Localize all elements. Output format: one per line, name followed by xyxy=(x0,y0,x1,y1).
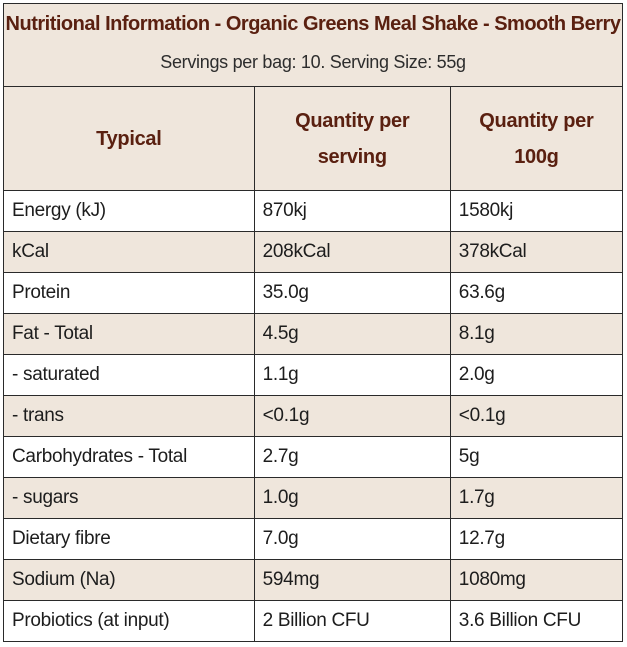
nutrient-name: Protein xyxy=(3,272,255,314)
per-serving-value: 7.0g xyxy=(253,518,451,560)
per-serving-value: 208kCal xyxy=(253,231,451,273)
header-per-serving: Quantity per serving xyxy=(253,86,451,191)
table-row: Fat - Total 4.5g 8.1g xyxy=(3,313,624,355)
nutrient-name: - sugars xyxy=(3,477,255,519)
table-row: Dietary fibre 7.0g 12.7g xyxy=(3,518,624,560)
nutrient-name: Sodium (Na) xyxy=(3,559,255,601)
table-row: - trans <0.1g <0.1g xyxy=(3,395,624,437)
table-title: Nutritional Information - Organic Greens… xyxy=(5,13,621,35)
nutrient-name: Probiotics (at input) xyxy=(3,600,255,642)
nutrient-name: - trans xyxy=(3,395,255,437)
nutrient-name: Dietary fibre xyxy=(3,518,255,560)
per-serving-value: 2.7g xyxy=(253,436,451,478)
nutrient-name: Fat - Total xyxy=(3,313,255,355)
nutrient-name: Carbohydrates - Total xyxy=(3,436,255,478)
per-serving-value: 4.5g xyxy=(253,313,451,355)
table-row: - saturated 1.1g 2.0g xyxy=(3,354,624,396)
nutrient-name: Energy (kJ) xyxy=(3,190,255,232)
per-serving-value: 35.0g xyxy=(253,272,451,314)
header-per-100g: Quantity per 100g xyxy=(449,86,624,191)
per-100g-value: <0.1g xyxy=(449,395,624,437)
per-100g-value: 12.7g xyxy=(449,518,624,560)
table-row: - sugars 1.0g 1.7g xyxy=(3,477,624,519)
per-100g-value: 8.1g xyxy=(449,313,624,355)
per-serving-value: 1.1g xyxy=(253,354,451,396)
per-serving-value: 594mg xyxy=(253,559,451,601)
per-serving-value: 2 Billion CFU xyxy=(253,600,451,642)
per-100g-value: 63.6g xyxy=(449,272,624,314)
nutrient-name: - saturated xyxy=(3,354,255,396)
nutrition-panel: Nutritional Information - Organic Greens… xyxy=(3,3,624,642)
table-row: Energy (kJ) 870kj 1580kj xyxy=(3,190,624,232)
per-100g-value: 5g xyxy=(449,436,624,478)
per-serving-value: <0.1g xyxy=(253,395,451,437)
nutrient-name: kCal xyxy=(3,231,255,273)
per-100g-value: 2.0g xyxy=(449,354,624,396)
table-row: Sodium (Na) 594mg 1080mg xyxy=(3,559,624,601)
per-100g-value: 378kCal xyxy=(449,231,624,273)
column-header-row: Typical Quantity per serving Quantity pe… xyxy=(3,86,624,191)
per-100g-value: 1580kj xyxy=(449,190,624,232)
per-100g-value: 1.7g xyxy=(449,477,624,519)
nutrition-table: Nutritional Information - Organic Greens… xyxy=(3,3,624,642)
per-serving-value: 870kj xyxy=(253,190,451,232)
header-typical: Typical xyxy=(3,86,255,191)
servings-subtitle: Servings per bag: 10. Serving Size: 55g xyxy=(160,52,466,72)
table-row: kCal 208kCal 378kCal xyxy=(3,231,624,273)
table-row: Carbohydrates - Total 2.7g 5g xyxy=(3,436,624,478)
table-title-cell: Nutritional Information - Organic Greens… xyxy=(3,3,623,87)
table-row: Probiotics (at input) 2 Billion CFU 3.6 Bi… xyxy=(3,600,624,642)
per-100g-value: 1080mg xyxy=(449,559,624,601)
per-serving-value: 1.0g xyxy=(253,477,451,519)
table-row: Protein 35.0g 63.6g xyxy=(3,272,624,314)
per-100g-value: 3.6 Billion CFU xyxy=(449,600,624,642)
